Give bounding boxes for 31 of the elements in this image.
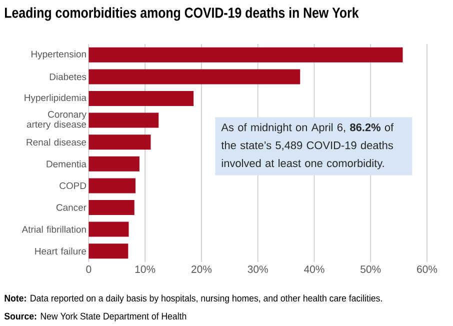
- bar: [88, 69, 300, 84]
- text: Source: New York State Department of Health: [4, 312, 186, 322]
- x-tick-label: 20%: [192, 266, 212, 273]
- x-tick-label: 60%: [417, 266, 438, 273]
- bar: [88, 156, 140, 172]
- y-tick-label: Diabetes: [50, 73, 86, 80]
- annotation: As of midnight on April 6, 86.2% of the state’s 5,489 COVID-19 deaths involved at least one comorbidity.: [221, 123, 394, 170]
- y-tick-label: Heart failure: [35, 248, 86, 255]
- bar: [88, 134, 151, 150]
- bar: [88, 244, 128, 259]
- x-tick-label: 50%: [360, 266, 381, 273]
- y-tick-label: COPD: [60, 182, 86, 190]
- y-tick-label: Atrial fibrillation: [22, 226, 86, 233]
- text: Note: Data reported on a daily basis by hospitals, nursing homes, and other health care facilities.: [4, 294, 382, 304]
- y-tick-label: Cancer: [56, 204, 86, 211]
- bar: [88, 47, 403, 62]
- bar: [88, 178, 136, 194]
- chart-title: Leading comorbidities among COVID-19 deaths in New York: [5, 7, 359, 21]
- x-tick-label: 0: [86, 266, 92, 273]
- bar: [88, 112, 159, 128]
- bar: [88, 200, 134, 216]
- y-tick-label: Dementia: [46, 160, 86, 168]
- y-tick-label: Hyperlipidemia: [24, 94, 86, 103]
- y-tick-label: Renal disease: [26, 138, 86, 146]
- x-tick-label: 10%: [135, 266, 156, 273]
- x-tick-label: 30%: [248, 266, 268, 273]
- bar: [88, 91, 194, 106]
- y-tick-label: Hypertension: [32, 50, 86, 60]
- bar: [88, 222, 129, 237]
- y-tick-label: Coronary artery disease: [26, 111, 86, 130]
- x-tick-label: 40%: [304, 266, 324, 273]
